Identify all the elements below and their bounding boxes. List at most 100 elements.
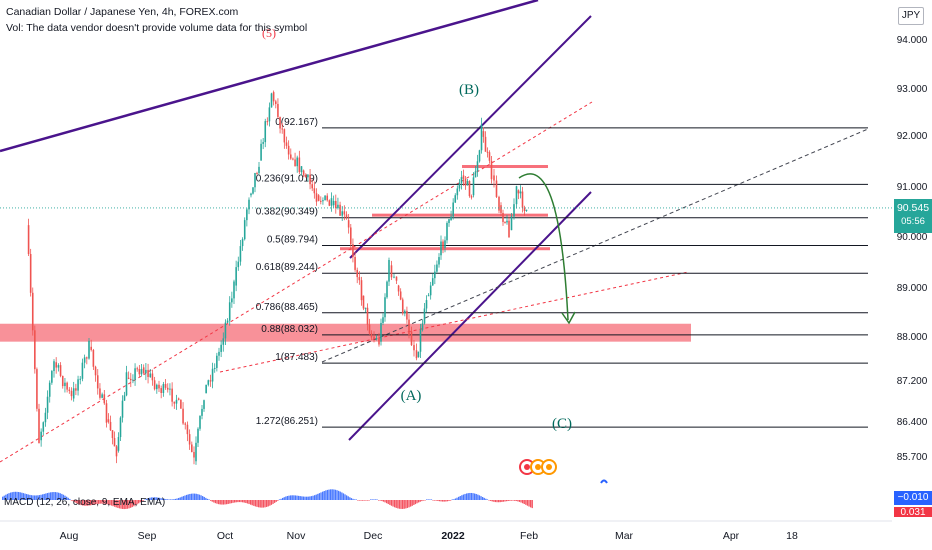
macd-histogram-bar [61,493,63,500]
candle-body [388,259,390,282]
price-axis-tick: 89.000 [897,283,928,294]
macd-histogram-bar [67,497,69,500]
candle-body [326,195,329,201]
macd-histogram-bar [374,499,377,500]
candle-body [129,378,132,381]
macd-histogram-bar [109,500,111,506]
fib-level-label: 0.88(88.032) [261,324,318,335]
macd-histogram-bar [128,500,130,509]
candle-body [446,222,448,241]
macd-histogram-bar [117,500,119,508]
macd-histogram-bar [368,500,370,501]
macd-histogram-bar [483,497,485,500]
macd-histogram-bar [101,500,103,504]
macd-histogram-bar [445,500,447,502]
macd-histogram-bar [2,496,4,500]
candle-body [427,295,430,297]
macd-legend[interactable]: MACD (12, 26, close, 9, EMA, EMA) [4,497,166,508]
macd-histogram-bar [96,500,98,505]
candle-body [77,379,79,391]
candle-body [277,103,279,117]
macd-histogram-bar [165,499,167,500]
candle-body [393,276,395,278]
candle-body [386,281,388,298]
macd-histogram-bar [302,496,305,500]
candle-body [521,191,524,208]
candle-body [113,438,116,447]
candle-body [218,351,220,356]
macd-histogram-bar [157,497,159,500]
macd-histogram-bar [330,489,332,500]
macd-histogram-bar [75,500,77,504]
channel-upper-line [349,15,592,259]
candle-body [96,375,99,389]
candle-body [472,177,475,196]
dashed-red-trendline-1 [0,101,593,463]
long-resistance-trendline [0,0,539,153]
macd-histogram-bar [309,496,311,500]
price-axis-tick: 87.200 [897,376,928,387]
macd-histogram-bar [45,493,47,500]
macd-histogram-bar [395,500,397,508]
macd-histogram-bar [123,500,125,510]
candle-body [474,171,477,178]
macd-histogram-bar [502,500,505,502]
candle-body [164,384,167,388]
macd-histogram-bar [154,497,156,500]
candle-body [339,204,341,216]
time-axis-label: 2022 [441,530,465,542]
macd-histogram-bar [213,500,215,503]
macd-histogram-bar [480,496,482,500]
macd-histogram-bar [59,493,61,500]
macd-histogram-bar [34,495,36,500]
macd-histogram-bar [227,500,229,504]
currency-badge[interactable]: JPY [898,7,924,25]
macd-histogram-bar [477,494,479,500]
candle-body [42,422,45,432]
macd-histogram-bar [496,500,498,503]
macd-histogram-bar [406,500,409,508]
candle-body [228,302,231,321]
macd-histogram-bar [21,492,23,500]
macd-histogram-bar [267,500,269,507]
macd-histogram-bar [333,489,335,500]
price-axis-tick: 92.000 [897,131,928,142]
candle-body [313,188,316,194]
macd-histogram-bar [440,500,442,502]
fib-level-label: 0.618(89.244) [256,262,318,273]
candle-body [444,240,446,248]
macd-histogram-bar [189,493,191,500]
macd-histogram-bar [531,500,533,509]
macd-histogram-bar [266,500,268,507]
macd-histogram-bar [226,500,228,505]
candle-body [498,196,500,211]
event-icon-dot [535,464,541,470]
macd-histogram-bar [314,495,316,500]
candle-body [94,366,97,376]
macd-histogram-bar [357,500,359,501]
candle-body [337,204,339,209]
candle-body [490,160,493,180]
candle-body [358,277,361,281]
macd-histogram-bar [243,500,245,503]
candle-body [70,390,73,397]
macd-histogram-bar [387,500,389,505]
macd-histogram-bar [453,499,455,500]
candle-body [436,264,438,272]
macd-histogram-bar [514,500,516,501]
candle-body [302,170,305,175]
macd-histogram-bar [206,498,209,500]
macd-histogram-bar [29,494,31,500]
macd-histogram-bar [38,495,41,500]
candle-body [500,205,502,213]
candle-body [140,369,143,375]
macd-histogram-bar [352,498,354,500]
macd-histogram-bar [242,500,244,503]
candle-body [258,166,260,174]
macd-histogram-bar [488,500,490,501]
candle-body [138,368,141,375]
candle-body [213,367,216,369]
candle-body [419,329,422,352]
candle-body [216,355,218,368]
